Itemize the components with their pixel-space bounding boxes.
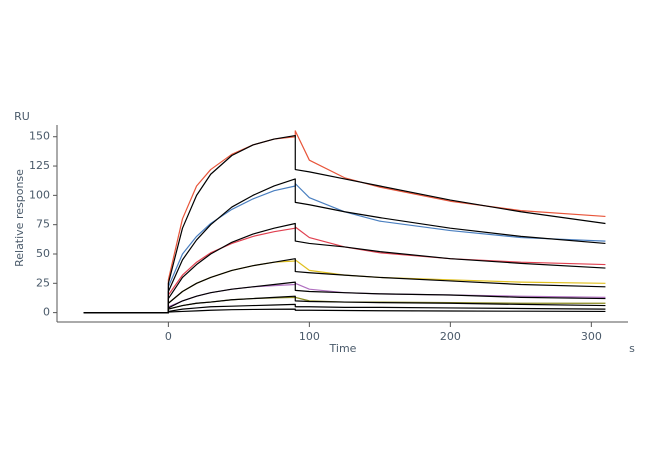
series-line	[83, 226, 606, 314]
x-unit: s	[629, 342, 635, 355]
series-line	[83, 308, 606, 314]
series-line	[83, 183, 606, 314]
x-axis-label: Time	[329, 342, 357, 355]
x-tick-label: 200	[440, 330, 461, 343]
y-tick-label: 0	[43, 306, 50, 319]
y-tick-label: 125	[29, 159, 50, 172]
y-tick-label: 50	[36, 247, 50, 260]
series-line	[83, 303, 606, 314]
y-axis-label: Relative response	[13, 169, 26, 267]
series-line	[83, 222, 606, 314]
y-unit: RU	[14, 110, 30, 123]
series-line	[83, 134, 606, 314]
y-tick-label: 25	[36, 276, 50, 289]
x-tick-label: 0	[165, 330, 172, 343]
series-line	[83, 281, 606, 314]
series-line	[83, 295, 606, 314]
series-line	[83, 258, 606, 314]
series-line	[83, 130, 606, 314]
y-tick-label: 100	[29, 188, 50, 201]
y-tick-label: 150	[29, 130, 50, 143]
y-tick-label: 75	[36, 218, 50, 231]
x-tick-label: 300	[581, 330, 602, 343]
x-tick-label: 100	[299, 330, 320, 343]
series-line	[83, 178, 606, 314]
